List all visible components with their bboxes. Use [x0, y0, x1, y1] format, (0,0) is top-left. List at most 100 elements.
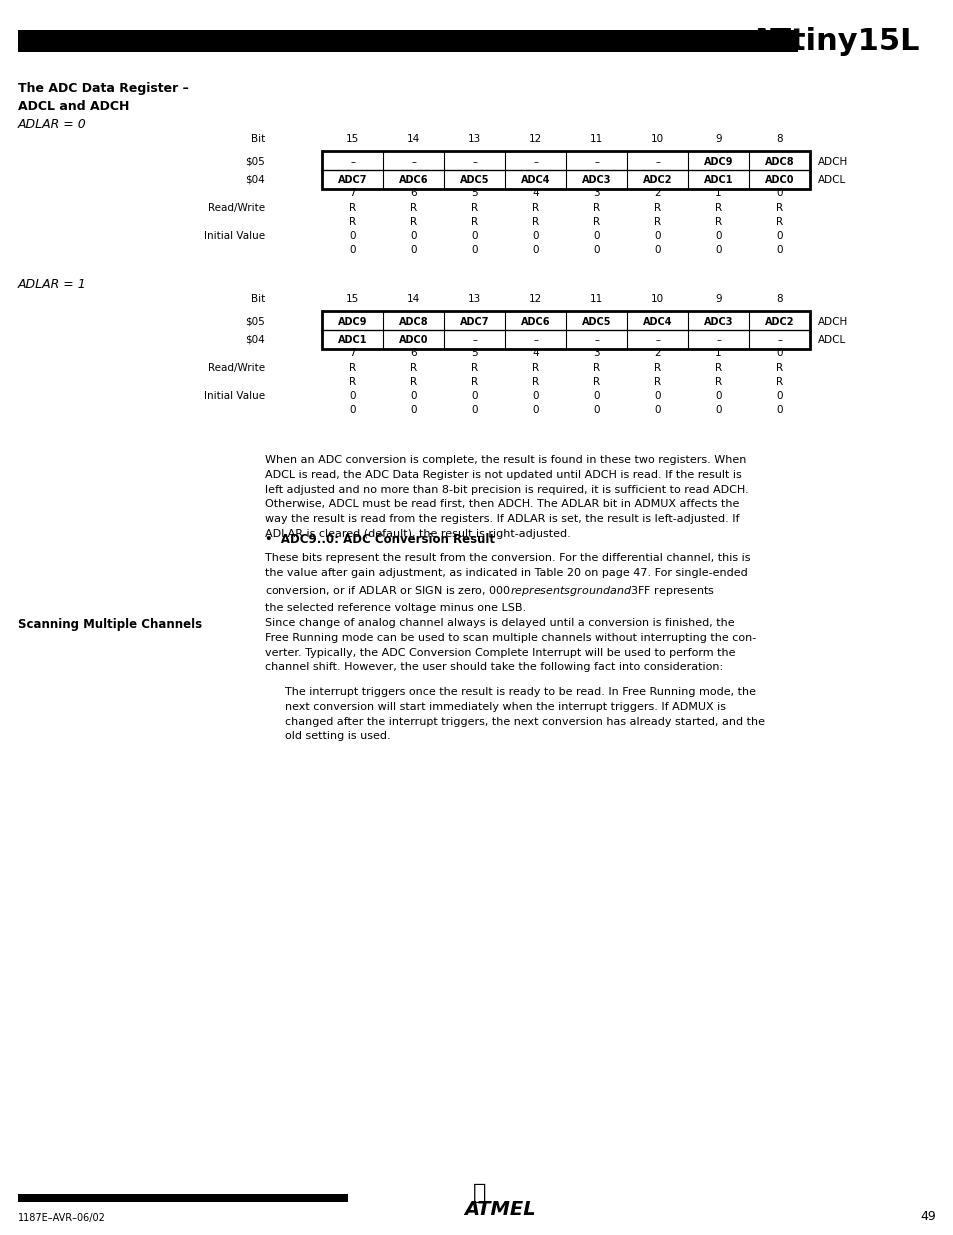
- Text: –: –: [411, 157, 416, 167]
- Text: 0: 0: [654, 231, 660, 241]
- Text: 13: 13: [467, 135, 480, 144]
- Text: R: R: [532, 363, 538, 373]
- Text: 0: 0: [410, 405, 416, 415]
- Text: 10: 10: [650, 135, 663, 144]
- Text: ADLAR = 1: ADLAR = 1: [18, 278, 87, 291]
- Text: ADC9: ADC9: [337, 317, 367, 327]
- Text: The ADC Data Register –
ADCL and ADCH: The ADC Data Register – ADCL and ADCH: [18, 82, 189, 112]
- Text: ADCL: ADCL: [817, 175, 845, 185]
- Text: R: R: [471, 377, 477, 387]
- Text: 0: 0: [776, 231, 781, 241]
- Text: ADC7: ADC7: [337, 175, 367, 185]
- Text: ADC2: ADC2: [642, 175, 672, 185]
- Text: 0: 0: [593, 391, 599, 401]
- Text: R: R: [775, 377, 782, 387]
- Text: 5: 5: [471, 188, 477, 198]
- Text: ADC8: ADC8: [398, 317, 428, 327]
- Text: 9: 9: [715, 294, 721, 304]
- Text: ADCL: ADCL: [817, 335, 845, 345]
- Text: ADCH: ADCH: [817, 157, 847, 167]
- Text: 0: 0: [776, 405, 781, 415]
- Text: R: R: [775, 217, 782, 227]
- Text: 15: 15: [346, 294, 358, 304]
- Text: $04: $04: [245, 335, 265, 345]
- Text: ADC2: ADC2: [764, 317, 794, 327]
- Text: Bit: Bit: [251, 135, 265, 144]
- Text: –: –: [655, 157, 659, 167]
- Text: 7: 7: [349, 188, 355, 198]
- Text: –: –: [716, 335, 720, 345]
- Text: ADC8: ADC8: [764, 157, 794, 167]
- Text: R: R: [410, 217, 416, 227]
- Text: ADC7: ADC7: [459, 317, 489, 327]
- Text: 0: 0: [715, 231, 721, 241]
- Text: 7: 7: [349, 348, 355, 358]
- Text: R: R: [775, 203, 782, 212]
- Text: These bits represent the result from the conversion. For the differential channe: These bits represent the result from the…: [265, 553, 750, 613]
- Text: R: R: [410, 377, 416, 387]
- Text: R: R: [593, 377, 599, 387]
- Text: –: –: [472, 335, 476, 345]
- Text: When an ADC conversion is complete, the result is found in these two registers. : When an ADC conversion is complete, the …: [265, 454, 748, 538]
- Text: R: R: [653, 203, 660, 212]
- Text: R: R: [471, 203, 477, 212]
- Text: 10: 10: [650, 294, 663, 304]
- Text: 13: 13: [467, 294, 480, 304]
- Text: 0: 0: [776, 348, 781, 358]
- Text: R: R: [714, 217, 721, 227]
- Text: 6: 6: [410, 348, 416, 358]
- Text: –: –: [594, 335, 598, 345]
- Text: 6: 6: [410, 188, 416, 198]
- Text: R: R: [653, 217, 660, 227]
- Text: 0: 0: [349, 245, 355, 254]
- Text: 0: 0: [532, 391, 538, 401]
- Text: 15: 15: [346, 135, 358, 144]
- Text: 0: 0: [410, 231, 416, 241]
- Text: 3: 3: [593, 188, 599, 198]
- Text: ADC6: ADC6: [520, 317, 550, 327]
- Text: 4: 4: [532, 348, 538, 358]
- Text: 0: 0: [410, 391, 416, 401]
- Text: 0: 0: [532, 405, 538, 415]
- Text: 4: 4: [532, 188, 538, 198]
- Text: ADC6: ADC6: [398, 175, 428, 185]
- Bar: [322, 311, 809, 350]
- Text: –: –: [472, 157, 476, 167]
- Text: R: R: [653, 363, 660, 373]
- Text: 0: 0: [593, 231, 599, 241]
- Text: 0: 0: [593, 245, 599, 254]
- Text: Scanning Multiple Channels: Scanning Multiple Channels: [18, 618, 202, 631]
- Text: ADC0: ADC0: [398, 335, 428, 345]
- Text: R: R: [349, 217, 355, 227]
- Text: R: R: [714, 363, 721, 373]
- Text: ADC1: ADC1: [337, 335, 367, 345]
- Text: –: –: [533, 157, 537, 167]
- Text: ADLAR = 0: ADLAR = 0: [18, 119, 87, 131]
- Text: ADC0: ADC0: [764, 175, 794, 185]
- Text: The interrupt triggers once the result is ready to be read. In Free Running mode: The interrupt triggers once the result i…: [285, 687, 764, 741]
- Text: 49: 49: [920, 1210, 935, 1223]
- Text: 2: 2: [654, 348, 660, 358]
- Text: 8: 8: [776, 135, 782, 144]
- Bar: [18, 30, 797, 52]
- Text: 0: 0: [654, 245, 660, 254]
- Text: R: R: [532, 217, 538, 227]
- Text: Bit: Bit: [251, 294, 265, 304]
- Text: 14: 14: [406, 294, 419, 304]
- Text: 1: 1: [715, 188, 721, 198]
- Text: ADC9: ADC9: [703, 157, 733, 167]
- Text: Read/Write: Read/Write: [208, 363, 265, 373]
- Text: R: R: [532, 203, 538, 212]
- Text: 12: 12: [528, 294, 541, 304]
- Text: –: –: [594, 157, 598, 167]
- Text: 1: 1: [715, 348, 721, 358]
- Text: R: R: [593, 363, 599, 373]
- Text: Read/Write: Read/Write: [208, 203, 265, 212]
- Text: 0: 0: [654, 391, 660, 401]
- Text: 1187E–AVR–06/02: 1187E–AVR–06/02: [18, 1213, 106, 1223]
- Text: 2: 2: [654, 188, 660, 198]
- Text: R: R: [410, 203, 416, 212]
- Text: 0: 0: [532, 245, 538, 254]
- Bar: [322, 151, 809, 189]
- Text: 14: 14: [406, 135, 419, 144]
